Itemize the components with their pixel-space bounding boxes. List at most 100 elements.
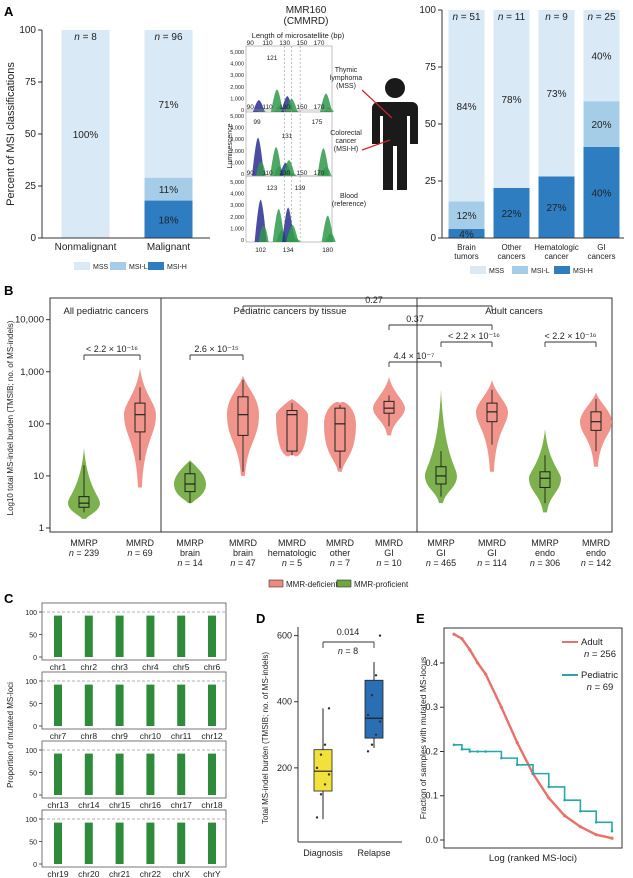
b-box-1 — [134, 402, 146, 433]
c-y-tick-label: 0 — [33, 724, 37, 731]
e-y-tick-label: 0.2 — [425, 746, 438, 756]
b-violin-10 — [580, 392, 612, 467]
a-trace-peak-label: 121 — [267, 55, 278, 62]
e-series-pediatric — [454, 744, 613, 832]
panel-label-b: B — [4, 283, 13, 298]
a-right-legend-label: MSI-L — [531, 268, 550, 275]
a-left-y-tick-label: 0 — [30, 233, 36, 244]
a-trace-peak-shoulder — [287, 173, 297, 176]
c-bar-chr21 — [115, 822, 124, 864]
a-trace-xtick-label: 110 — [262, 40, 273, 47]
a-trace-peak-label: 175 — [312, 119, 323, 126]
a-left-n-label: n = 8 — [74, 32, 97, 43]
c-bar-chr15 — [115, 753, 124, 795]
b-section-title: Adult cancers — [485, 306, 543, 317]
d-point — [370, 743, 374, 746]
a-trace-ytick-label: 4,000 — [230, 192, 244, 198]
b-group-label: brain — [233, 548, 253, 558]
b-legend-label: MMR-proficient — [354, 580, 409, 589]
c-y-tick-label: 50 — [29, 840, 37, 847]
c-chr-label: chr3 — [111, 662, 128, 672]
c-bar-chr14 — [84, 753, 93, 795]
d-point — [366, 750, 370, 753]
d-point — [327, 707, 331, 710]
c-chr-label: chr9 — [111, 731, 128, 741]
c-chr-label: chr5 — [173, 662, 190, 672]
a-trace-ytick-label: 5,000 — [230, 50, 244, 56]
a-right-category-label: cancer — [544, 252, 568, 261]
a-trace-sample-label: (reference) — [332, 201, 366, 208]
e-point-adult — [468, 648, 472, 652]
a-trace-peak — [283, 160, 295, 176]
e-point-pediatric — [563, 798, 566, 802]
a-right-data-label: 40% — [591, 188, 611, 199]
c-chr-label: chrY — [203, 869, 221, 878]
c-chr-label: chr6 — [204, 662, 221, 672]
c-chr-label: chr22 — [140, 869, 162, 878]
b-group-n: n = 239 — [69, 548, 99, 558]
a-trace-sample-label: lymphoma — [330, 75, 362, 82]
a-right-bar-msi-h-3 — [583, 146, 620, 238]
a-trace-ytick-label: 1,000 — [230, 226, 244, 232]
c-bar-chr19 — [54, 822, 62, 864]
e-legend-n: n = 256 — [584, 649, 616, 660]
c-y-tick-label: 0 — [33, 862, 37, 869]
d-point — [370, 693, 374, 697]
a-right-data-label: 12% — [456, 211, 476, 222]
a-right-data-label: 84% — [456, 102, 476, 113]
d-point — [319, 793, 323, 796]
a-trace-ytick-label: 1,000 — [230, 160, 244, 166]
b-bracket-gi-adult-label: 0.37 — [406, 314, 424, 324]
a-left-legend-label: MSS — [93, 264, 109, 271]
a-trace-axis-title: Length of microsatellite (bp) — [252, 31, 345, 40]
e-plot-frame — [443, 627, 623, 849]
d-point — [315, 766, 319, 770]
a-right-category-label: tumors — [454, 252, 478, 261]
b-group-n: n = 7 — [330, 558, 350, 568]
b-box-2 — [184, 473, 196, 493]
b-violin-1 — [124, 367, 156, 488]
c-bar-chrY — [208, 822, 216, 864]
a-trace-peak — [252, 100, 265, 112]
e-point-adult — [563, 814, 567, 818]
d-point — [366, 713, 370, 717]
b-group-n: n = 47 — [230, 558, 255, 568]
b-plot-frame — [49, 297, 613, 533]
a-left-y-tick-label: 25 — [25, 181, 37, 192]
a-trace-peak-shoulder — [290, 238, 301, 242]
b-group-label: other — [330, 548, 351, 558]
a-trace-xtick-label: 150 — [296, 40, 307, 47]
a-right-y-tick-label: 0 — [430, 233, 436, 244]
e-legend-label: Pediatric — [581, 670, 618, 681]
panel-c: Proportion of mutated MS-loci 0 50 100 chr1 c… — [6, 602, 227, 878]
d-box-diagnosis — [313, 749, 333, 792]
a-trace-ytick-label: 1,000 — [230, 96, 244, 102]
b-group-n: n = 306 — [530, 558, 560, 568]
panel-label-a: A — [4, 4, 14, 19]
a-right-bar-mss-2 — [538, 10, 575, 177]
a-right-n-label: n = 9 — [545, 12, 568, 23]
a-left-data-label: 71% — [158, 100, 178, 111]
e-point-pediatric — [515, 763, 519, 767]
a-trace-bottom-tick: 102 — [255, 247, 266, 254]
a-right-category-label: GI — [597, 243, 605, 252]
a-left-legend-label: MSI-H — [167, 264, 187, 271]
d-point — [323, 743, 327, 746]
d-y-tick-label: 200 — [277, 763, 292, 773]
e-point-pediatric — [500, 756, 503, 760]
a-trace-sample-label: (MSI-H) — [334, 146, 359, 153]
c-chr-label: chr15 — [109, 800, 131, 810]
c-y-tick-label: 100 — [25, 610, 37, 617]
a-trace-ylabel: Luminescence — [227, 123, 234, 168]
c-bar-chr6 — [208, 615, 216, 657]
c-chr-label: chr13 — [47, 800, 69, 810]
b-group-label: MMRD — [478, 538, 506, 548]
d-n-label: n = 8 — [338, 646, 358, 656]
c-chr-label: chr20 — [78, 869, 100, 878]
b-y-tick-label: 1 — [39, 523, 44, 534]
b-group-label: MMRP — [531, 538, 559, 548]
c-y-tick-label: 0 — [33, 655, 37, 662]
a-right-legend-swatch — [470, 266, 486, 274]
a-trace-pointer — [361, 139, 391, 151]
b-group-n: n = 142 — [581, 558, 611, 568]
